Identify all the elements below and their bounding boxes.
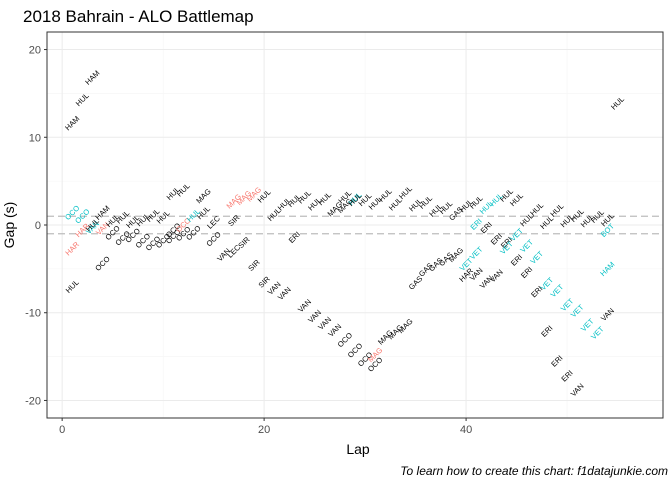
x-tick-label: 0 <box>59 424 65 436</box>
y-tick-label: -10 <box>25 308 41 320</box>
y-axis-title: Gap (s) <box>1 202 17 249</box>
chart-caption: To learn how to create this chart: f1dat… <box>400 464 668 478</box>
point-labels: HAMHULHAMHULOCOOCOHARHARVANHULHAMVANOCOH… <box>63 69 626 399</box>
x-axis: 0 20 40 <box>59 418 472 436</box>
y-tick-label: 10 <box>29 132 41 144</box>
reference-lines <box>47 215 663 235</box>
y-tick-label: -20 <box>25 395 41 407</box>
x-tick-label: 20 <box>258 424 270 436</box>
y-axis: -20 -10 0 10 20 <box>25 45 47 407</box>
major-gridlines <box>47 32 663 418</box>
y-tick-label: 0 <box>35 220 41 232</box>
chart-title: 2018 Bahrain - ALO Battlemap <box>23 7 254 26</box>
x-tick-label: 40 <box>460 424 472 436</box>
y-tick-label: 20 <box>29 45 41 57</box>
x-axis-title: Lap <box>346 441 370 457</box>
plot-panel: HAMHULHAMHULOCOOCOHARHARVANHULHAMVANOCOH… <box>46 31 664 419</box>
